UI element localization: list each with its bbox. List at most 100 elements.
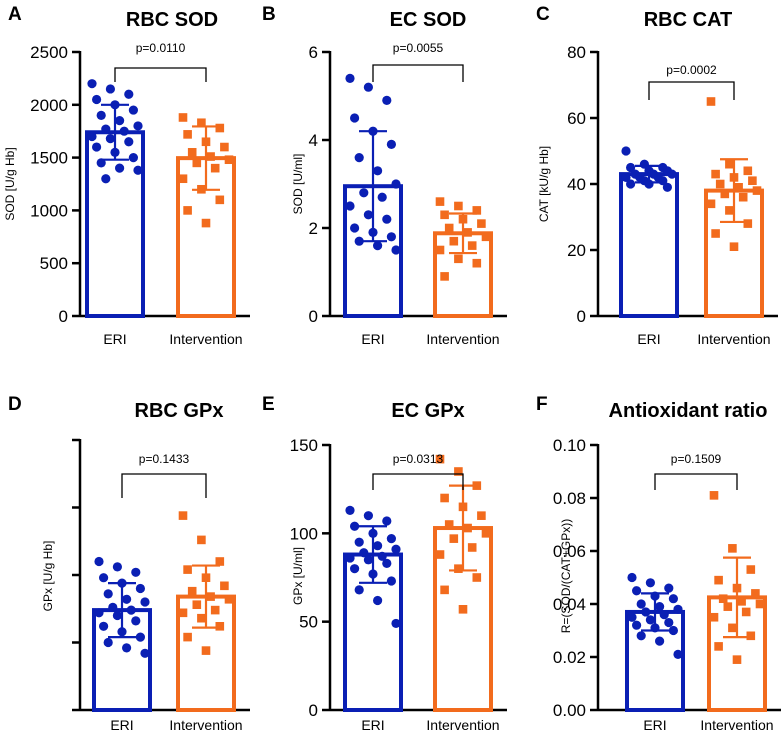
data-point [359,548,369,558]
data-point [377,551,387,561]
data-point [87,131,97,142]
data-point [664,617,674,628]
data-point [183,565,192,574]
panel-letter: C [536,4,550,25]
data-point [463,228,472,237]
data-point [627,612,637,622]
y-tick-label: 2000 [30,96,68,115]
y-axis-label: SOD [U/g Hb] [3,147,17,220]
data-point [458,605,468,614]
data-point [706,97,716,106]
data-point [112,610,122,621]
data-point [373,241,383,251]
data-point [178,113,188,122]
data-point [373,166,383,176]
y-tick-label: 2500 [30,43,68,62]
data-point [345,505,355,515]
y-axis-label: GPx [U/ml] [291,547,305,605]
data-point [391,544,401,554]
x-category-label: Intervention [426,717,499,733]
data-point [345,553,355,563]
data-point [135,632,145,642]
x-category-label: ERI [110,717,133,733]
data-point [755,599,765,609]
data-point [738,192,748,202]
data-point [350,521,360,531]
data-point [746,631,756,641]
y-tick-label: 4 [309,131,318,150]
data-point [128,105,138,115]
data-point [737,597,746,606]
data-point [477,511,486,520]
data-point [725,159,734,169]
data-point [659,610,669,620]
data-point [382,214,392,224]
bar-eri [619,172,679,318]
data-point [112,562,122,572]
significance-bracket [114,67,207,82]
panel-f: F Antioxidant ratio R=(SOD/(CAT+GPx)) 0.00 0… [536,394,781,733]
data-point [187,148,197,157]
data-point [215,622,225,631]
data-point [131,616,141,626]
data-point [131,567,141,577]
data-point [435,454,445,464]
data-point [454,564,463,573]
data-point [354,153,364,163]
data-point [743,219,753,228]
chart-title: RBC GPx [135,400,224,422]
data-point [467,241,477,250]
p-value-label: p=0.0313 [393,452,444,466]
data-point [668,625,679,636]
data-point [720,189,730,199]
data-point [472,206,482,215]
data-point [108,602,118,613]
data-point [667,169,677,179]
data-point [645,615,656,625]
significance-bracket [372,64,464,82]
data-point [664,583,674,593]
x-category-label: Intervention [697,331,770,347]
data-point [752,186,762,195]
data-point [729,242,739,251]
chart-title: RBC CAT [644,9,733,31]
data-point [197,613,206,623]
data-point [92,142,102,152]
data-point [87,79,97,89]
y-tick-label: 0.06 [553,542,586,561]
bar-eri [85,130,145,318]
y-axis-label: R=(SOD/(CAT+GPx)) [559,519,573,633]
data-point [709,491,719,500]
data-point [206,152,215,161]
panel-letter: F [536,394,548,415]
data-point [723,602,733,611]
chart-title: EC GPx [391,400,464,422]
y-tick-label: 1500 [30,149,68,168]
data-point [140,597,150,607]
data-point [124,89,134,99]
y-tick-label: 60 [567,109,586,128]
y-tick-label: 0 [577,307,586,326]
data-point [377,192,387,202]
data-point [391,618,401,629]
data-point [133,121,143,131]
data-point [440,210,449,220]
data-point [706,199,716,209]
data-point [373,541,383,551]
data-point [621,146,631,156]
y-tick-label: 40 [567,175,586,194]
data-point [444,520,454,529]
data-point [105,84,115,94]
data-point [641,607,651,617]
data-point [124,137,134,147]
data-point [178,608,188,618]
significance-bracket [648,81,735,100]
p-value-label: p=0.0055 [393,41,444,55]
p-value-label: p=0.1433 [139,452,190,466]
x-category-label: Intervention [426,331,499,347]
data-point [135,583,145,594]
data-point [715,179,725,189]
y-tick-label: 0.04 [553,595,586,614]
data-point [741,607,751,617]
data-point [103,589,113,599]
